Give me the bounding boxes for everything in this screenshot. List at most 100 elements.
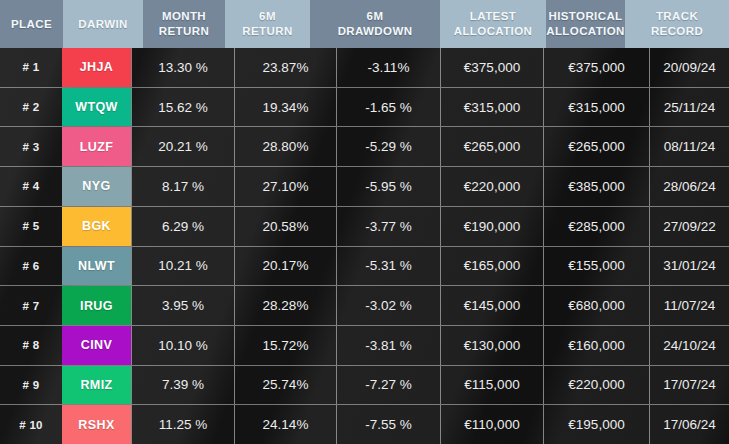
darwin-badge: NYG [62, 167, 131, 206]
darwin-badge: LUZF [62, 127, 131, 166]
latest-allocation-cell: €165,000 [440, 247, 543, 286]
six-month-return-cell: 24.14% [234, 405, 336, 444]
six-month-drawdown-cell: -7.27 % [336, 366, 440, 405]
column-header-label: DRAWDOWN [338, 24, 413, 39]
column-header-track-record: TRACK RECORD [625, 0, 729, 48]
track-record-cell: 17/06/24 [649, 405, 729, 444]
place-cell: # 4 [0, 167, 62, 206]
place-cell: # 5 [0, 207, 62, 246]
latest-allocation-cell: €265,000 [440, 127, 543, 166]
darwin-badge: RSHX [62, 405, 131, 444]
column-header-label: ALLOCATION [546, 24, 625, 39]
column-header-label: MONTH [162, 9, 206, 24]
track-record-cell: 25/11/24 [649, 88, 729, 127]
track-record-cell: 28/06/24 [649, 167, 729, 206]
latest-allocation-cell: €315,000 [440, 88, 543, 127]
darwin-cell: IRUG [62, 286, 131, 325]
six-month-drawdown-cell: -5.95 % [336, 167, 440, 206]
six-month-return-cell: 20.58% [234, 207, 336, 246]
place-cell: # 8 [0, 326, 62, 365]
historical-allocation-cell: €220,000 [543, 366, 649, 405]
column-header-label: ALLOCATION [454, 24, 533, 39]
track-record-cell: 08/11/24 [649, 127, 729, 166]
historical-allocation-cell: €160,000 [543, 326, 649, 365]
latest-allocation-cell: €220,000 [440, 167, 543, 206]
table-row: # 8 CINV 10.10 % 15.72% -3.81 % €130,000… [0, 325, 729, 365]
latest-allocation-cell: €375,000 [440, 48, 543, 87]
column-header-label: LATEST [470, 9, 516, 24]
column-header-label: DARWIN [78, 17, 127, 32]
latest-allocation-cell: €130,000 [440, 326, 543, 365]
historical-allocation-cell: €285,000 [543, 207, 649, 246]
column-header-darwin: DARWIN [63, 0, 143, 48]
table-row: # 5 BGK 6.29 % 20.58% -3.77 % €190,000 €… [0, 206, 729, 246]
month-return-cell: 6.29 % [131, 207, 234, 246]
track-record-cell: 11/07/24 [649, 286, 729, 325]
month-return-cell: 7.39 % [131, 366, 234, 405]
darwin-cell: CINV [62, 326, 131, 365]
table-row: # 1 JHJA 13.30 % 23.87% -3.11% €375,000 … [0, 48, 729, 87]
month-return-cell: 20.21 % [131, 127, 234, 166]
month-return-cell: 15.62 % [131, 88, 234, 127]
darwin-cell: JHJA [62, 48, 131, 87]
six-month-return-cell: 28.28% [234, 286, 336, 325]
six-month-return-cell: 20.17% [234, 247, 336, 286]
place-cell: # 10 [0, 405, 62, 444]
six-month-drawdown-cell: -5.31 % [336, 247, 440, 286]
table-row: # 2 WTQW 15.62 % 19.34% -1.65 % €315,000… [0, 87, 729, 127]
table-row: # 9 RMIZ 7.39 % 25.74% -7.27 % €115,000 … [0, 365, 729, 405]
place-cell: # 2 [0, 88, 62, 127]
month-return-cell: 11.25 % [131, 405, 234, 444]
track-record-cell: 17/07/24 [649, 366, 729, 405]
track-record-cell: 27/09/22 [649, 207, 729, 246]
historical-allocation-cell: €315,000 [543, 88, 649, 127]
month-return-cell: 10.10 % [131, 326, 234, 365]
historical-allocation-cell: €155,000 [543, 247, 649, 286]
column-header-historical-allocation: HISTORICAL ALLOCATION [546, 0, 625, 48]
six-month-drawdown-cell: -3.11% [336, 48, 440, 87]
column-header-six-month-drawdown: 6M DRAWDOWN [310, 0, 440, 48]
table-header: PLACE DARWIN MONTH RETURN 6M RETURN 6M D… [0, 0, 729, 48]
darwin-ranking-table: PLACE DARWIN MONTH RETURN 6M RETURN 6M D… [0, 0, 729, 444]
darwin-cell: RSHX [62, 405, 131, 444]
latest-allocation-cell: €110,000 [440, 405, 543, 444]
six-month-drawdown-cell: -1.65 % [336, 88, 440, 127]
six-month-drawdown-cell: -7.55 % [336, 405, 440, 444]
place-cell: # 3 [0, 127, 62, 166]
six-month-drawdown-cell: -5.29 % [336, 127, 440, 166]
column-header-label: 6M [259, 9, 276, 24]
darwin-cell: LUZF [62, 127, 131, 166]
six-month-return-cell: 15.72% [234, 326, 336, 365]
column-header-label: RECORD [651, 24, 703, 39]
column-header-label: 6M [367, 9, 384, 24]
darwin-cell: NLWT [62, 247, 131, 286]
six-month-return-cell: 19.34% [234, 88, 336, 127]
historical-allocation-cell: €375,000 [543, 48, 649, 87]
six-month-return-cell: 25.74% [234, 366, 336, 405]
darwin-badge: JHJA [62, 48, 131, 87]
darwin-cell: NYG [62, 167, 131, 206]
darwin-badge: WTQW [62, 88, 131, 127]
darwin-badge: RMIZ [62, 366, 131, 405]
historical-allocation-cell: €385,000 [543, 167, 649, 206]
darwin-badge: NLWT [62, 247, 131, 286]
column-header-label: PLACE [11, 17, 52, 32]
darwin-badge: BGK [62, 207, 131, 246]
six-month-drawdown-cell: -3.81 % [336, 326, 440, 365]
darwin-badge: IRUG [62, 286, 131, 325]
month-return-cell: 10.21 % [131, 247, 234, 286]
latest-allocation-cell: €145,000 [440, 286, 543, 325]
six-month-drawdown-cell: -3.77 % [336, 207, 440, 246]
column-header-label: RETURN [242, 24, 292, 39]
six-month-drawdown-cell: -3.02 % [336, 286, 440, 325]
historical-allocation-cell: €265,000 [543, 127, 649, 166]
latest-allocation-cell: €190,000 [440, 207, 543, 246]
column-header-place: PLACE [0, 0, 63, 48]
month-return-cell: 3.95 % [131, 286, 234, 325]
six-month-return-cell: 27.10% [234, 167, 336, 206]
historical-allocation-cell: €195,000 [543, 405, 649, 444]
place-cell: # 6 [0, 247, 62, 286]
column-header-label: TRACK [656, 9, 698, 24]
latest-allocation-cell: €115,000 [440, 366, 543, 405]
track-record-cell: 31/01/24 [649, 247, 729, 286]
